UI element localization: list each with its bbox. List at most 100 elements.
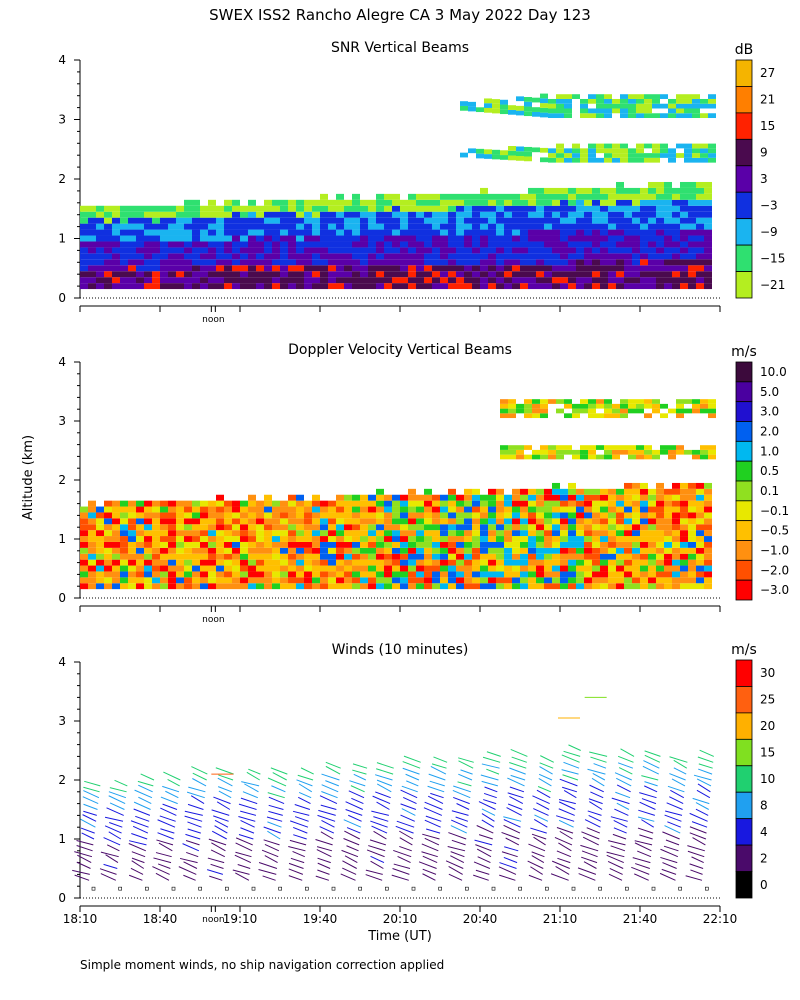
snr-cell (264, 235, 272, 242)
snr-cell (432, 265, 440, 272)
doppler-layer-cell (684, 399, 692, 404)
doppler-cell (528, 536, 536, 542)
snr-cell (688, 217, 696, 224)
doppler-cell (424, 530, 432, 537)
snr-cell (504, 235, 512, 242)
snr-cell (384, 259, 392, 266)
doppler-layer-cell (692, 449, 700, 455)
snr-layer-cell (564, 113, 572, 119)
snr-cell (144, 253, 152, 260)
wind-barb (607, 860, 624, 869)
doppler-cell (176, 583, 184, 590)
doppler-cell (688, 553, 696, 560)
snr-cell (352, 247, 360, 254)
snr-cell (312, 277, 320, 284)
snr-layer-cell (556, 148, 564, 154)
panel-title: Winds (10 minutes) (332, 642, 469, 658)
doppler-cell (104, 512, 112, 519)
doppler-cell (520, 488, 528, 495)
doppler-cell (616, 553, 624, 560)
doppler-cell (216, 553, 224, 560)
doppler-cell (408, 547, 416, 554)
doppler-cell (696, 500, 704, 507)
doppler-cell (248, 524, 256, 531)
snr-cell (136, 241, 144, 248)
doppler-cell (656, 547, 664, 554)
snr-cell (584, 187, 592, 194)
doppler-cell (568, 559, 576, 566)
wind-barb (237, 864, 251, 869)
wind-barb (376, 801, 390, 810)
doppler-cell (160, 547, 168, 554)
doppler-cell (128, 583, 136, 590)
doppler-cell (232, 583, 240, 590)
doppler-cell (296, 571, 304, 578)
doppler-cell (168, 547, 176, 554)
doppler-cell (416, 565, 424, 572)
snr-cell (328, 199, 336, 206)
doppler-cell (104, 553, 112, 560)
doppler-cell (224, 559, 232, 566)
doppler-cell (544, 583, 552, 590)
snr-cell (520, 229, 528, 236)
doppler-cell (520, 577, 528, 584)
snr-cell (536, 235, 544, 242)
wind-barb (584, 819, 601, 828)
wind-barb (698, 763, 713, 769)
colorbar-label: −9 (760, 225, 778, 239)
wind-barb (373, 830, 387, 840)
snr-cell (568, 259, 576, 266)
snr-cell (112, 241, 120, 248)
snr-layer-cell (668, 98, 676, 104)
snr-cell (224, 229, 232, 236)
doppler-cell (248, 494, 256, 501)
doppler-cell (552, 494, 560, 501)
snr-cell (280, 229, 288, 236)
snr-cell (704, 271, 712, 278)
snr-layer-cell (588, 113, 596, 119)
doppler-cell (448, 583, 456, 590)
doppler-cell (576, 488, 584, 495)
doppler-cell (536, 553, 544, 560)
doppler-cell (104, 541, 112, 548)
wind-barb (183, 874, 196, 881)
snr-cell (568, 241, 576, 248)
doppler-layer-cell (548, 454, 556, 460)
wind-barb (558, 799, 576, 805)
snr-cell (96, 217, 104, 224)
wind-barb (538, 773, 553, 781)
doppler-layer-cell (532, 403, 540, 409)
doppler-cell (400, 506, 408, 513)
wind-barb (532, 795, 550, 805)
snr-cell (128, 265, 136, 272)
snr-cell (616, 253, 624, 260)
snr-cell (632, 247, 640, 254)
doppler-cell (216, 541, 224, 548)
doppler-cell (528, 524, 536, 531)
doppler-cell (344, 547, 352, 554)
snr-cell (232, 253, 240, 260)
snr-cell (496, 205, 504, 212)
doppler-cell (608, 488, 616, 495)
wind-barb (262, 875, 276, 881)
snr-layer-cell (708, 103, 716, 109)
snr-cell (352, 241, 360, 248)
doppler-cell (432, 512, 440, 519)
doppler-cell (248, 565, 256, 572)
snr-cell (136, 229, 144, 236)
wind-barb (402, 767, 420, 775)
snr-cell (440, 265, 448, 272)
snr-cell (152, 277, 160, 284)
doppler-cell (696, 536, 704, 542)
snr-layer-cell (692, 143, 700, 149)
wind-barb (608, 840, 626, 846)
snr-cell (296, 235, 304, 242)
snr-cell (600, 247, 608, 254)
doppler-cell (464, 530, 472, 537)
snr-cell (136, 247, 144, 254)
doppler-cell (512, 577, 520, 584)
doppler-cell (528, 583, 536, 590)
wind-barb (213, 815, 229, 822)
doppler-cell (456, 536, 464, 542)
